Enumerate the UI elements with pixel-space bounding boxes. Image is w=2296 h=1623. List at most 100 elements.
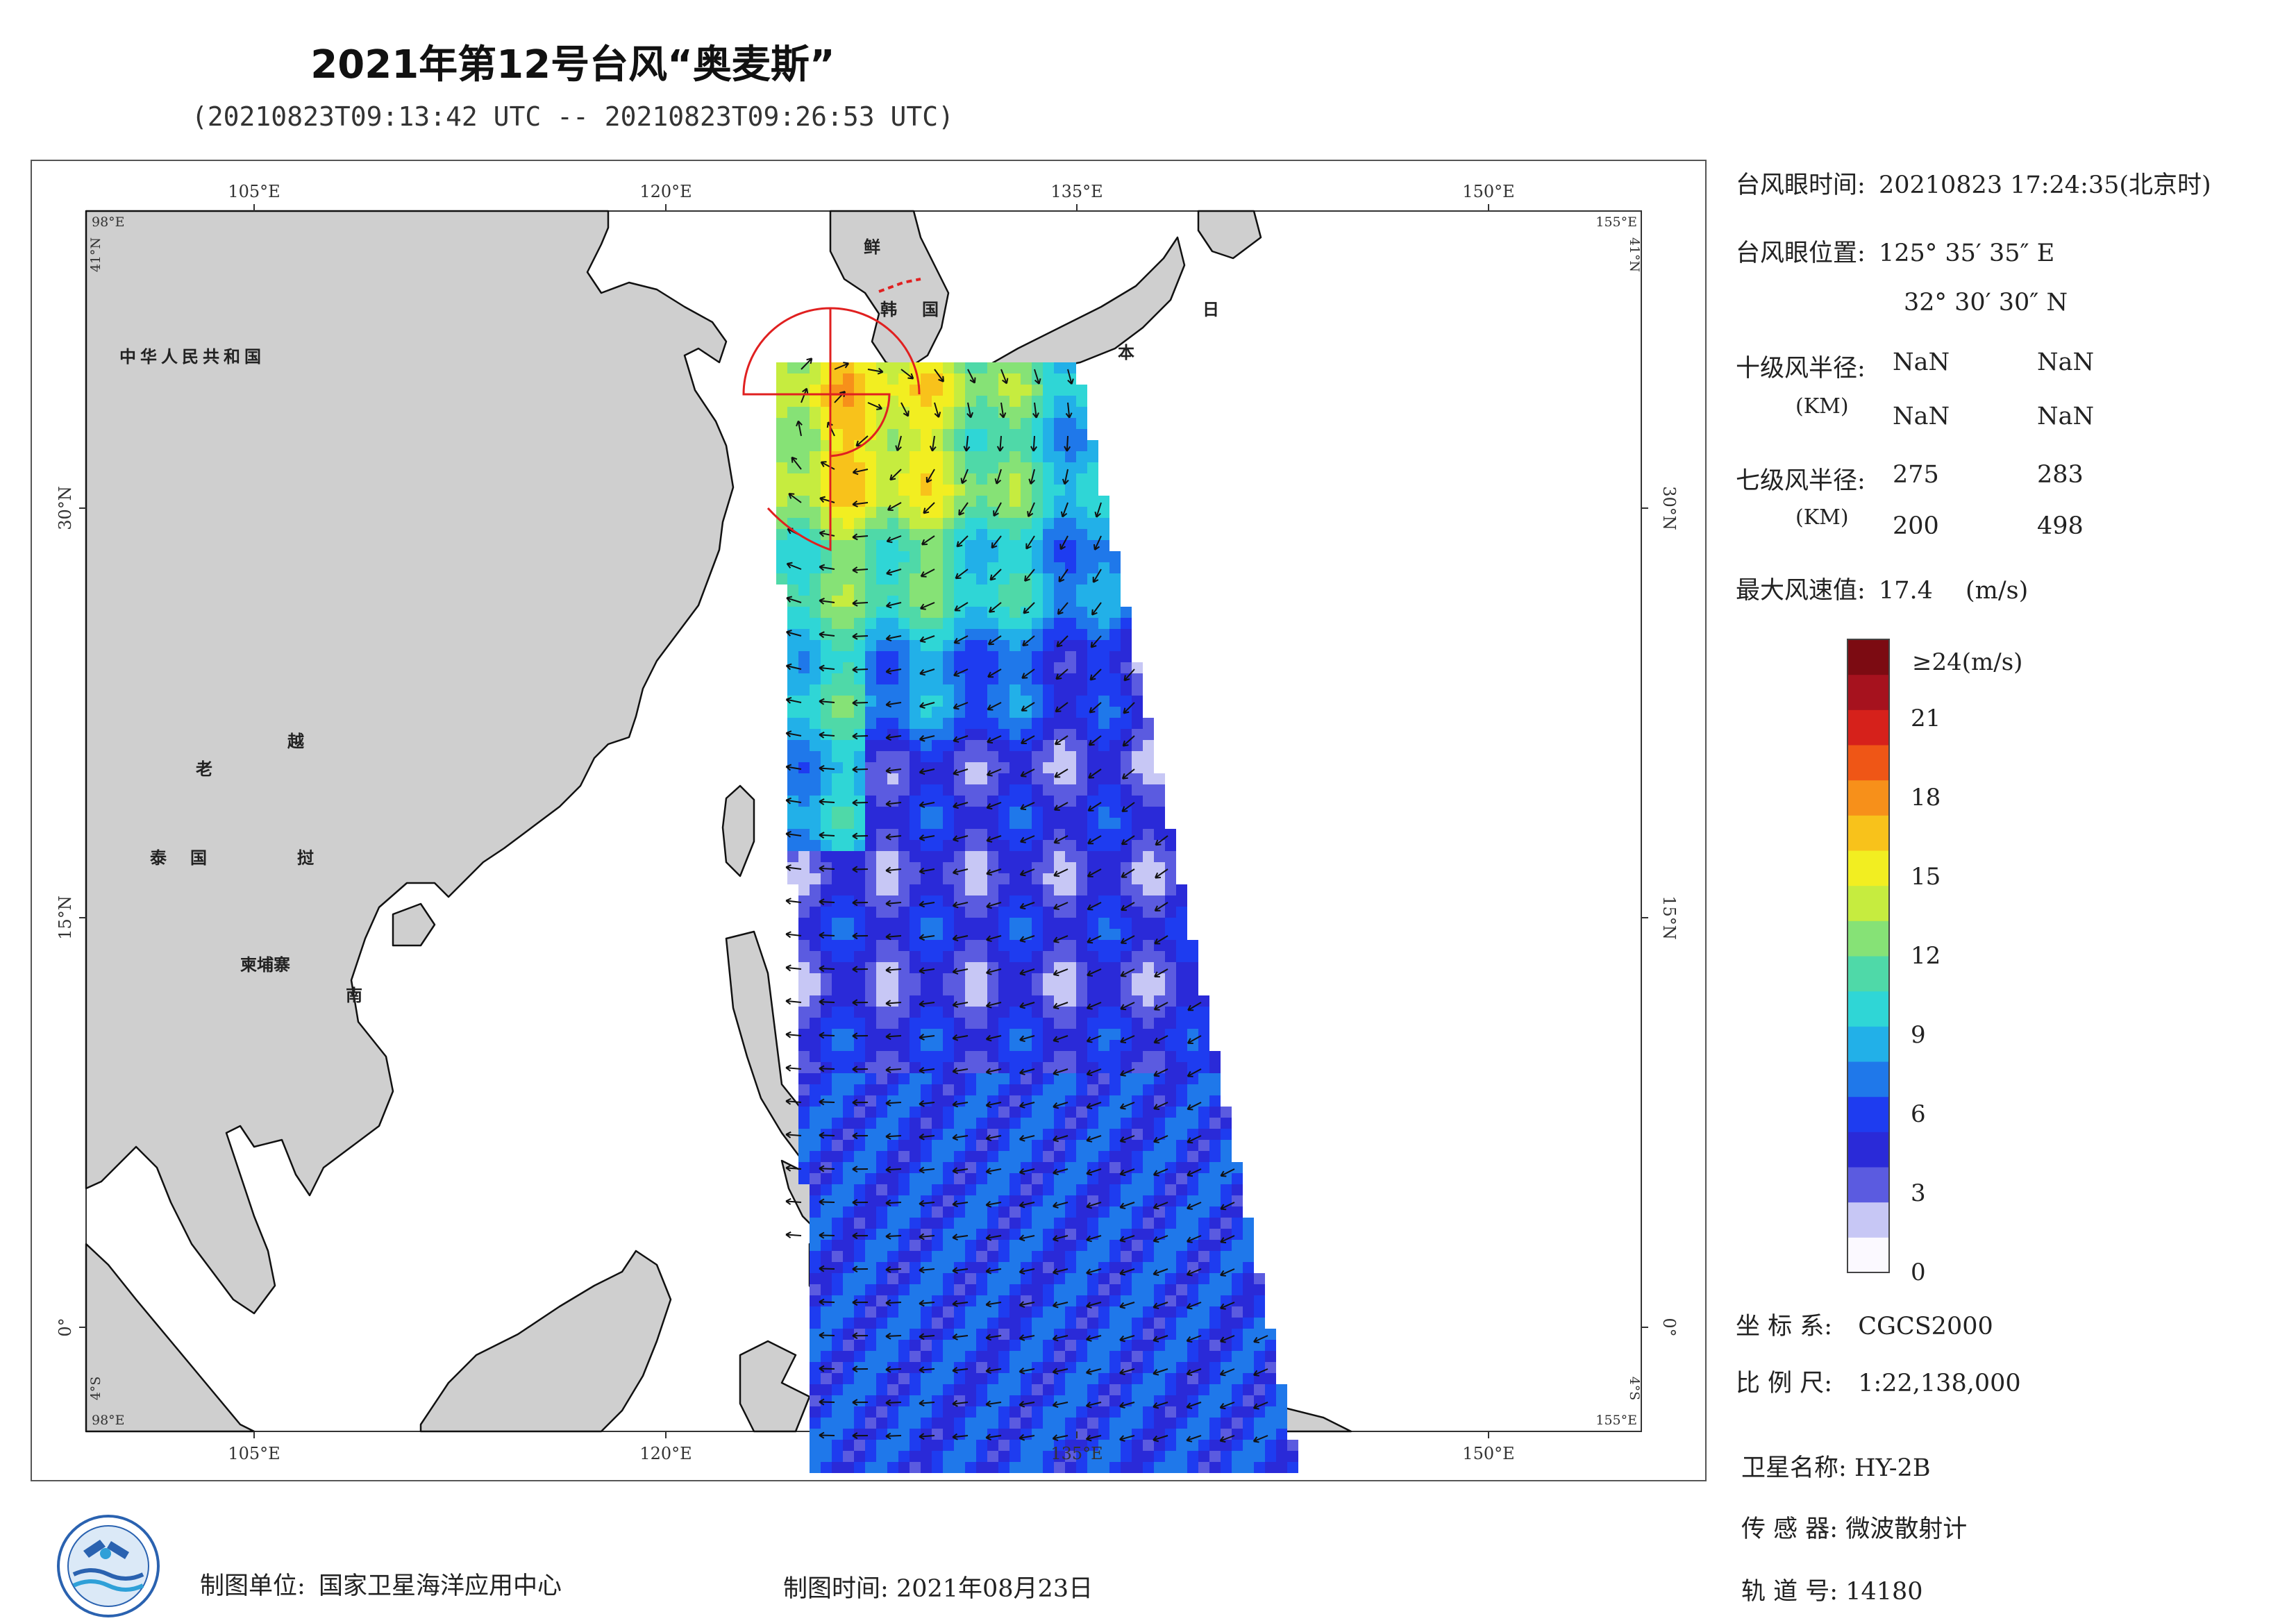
wind-arrow	[852, 866, 869, 873]
swath-cell	[1076, 607, 1087, 618]
swath-cell	[965, 929, 976, 940]
swath-cell	[1054, 1373, 1065, 1384]
swath-cell	[987, 973, 998, 984]
swath-cell	[854, 895, 865, 907]
swath-cell	[910, 784, 921, 796]
wind-arrow	[985, 1400, 1002, 1408]
swath-cell	[965, 1007, 976, 1018]
swath-cell	[1065, 385, 1076, 396]
swath-cell	[1076, 1340, 1087, 1351]
swath-cell	[1043, 1118, 1054, 1129]
swath-cell	[932, 1218, 943, 1229]
swath-cell	[865, 629, 876, 640]
swath-cell	[987, 729, 998, 740]
swath-cell	[1009, 873, 1021, 884]
swath-cell	[921, 1007, 932, 1018]
wind-arrow	[885, 1265, 902, 1273]
swath-cell	[1032, 1462, 1043, 1473]
swath-cell	[898, 518, 910, 529]
swath-cell	[898, 1329, 910, 1340]
swath-cell	[998, 1029, 1009, 1040]
swath-cell	[976, 995, 987, 1007]
swath-cell	[865, 1384, 876, 1395]
swath-cell	[1032, 1262, 1043, 1273]
swath-cell	[798, 807, 810, 818]
swath-cell	[921, 1118, 932, 1129]
swath-cell	[1187, 1273, 1198, 1284]
swath-cell	[1021, 762, 1032, 773]
swath-cell	[843, 1051, 854, 1062]
swath-cell	[832, 884, 843, 895]
swath-cell	[821, 1173, 832, 1184]
swath-cell	[798, 407, 810, 418]
swath-cell	[876, 1062, 887, 1073]
swath-cell	[832, 796, 843, 807]
swath-cell	[932, 1206, 943, 1218]
swath-cell	[1121, 1051, 1132, 1062]
swath-cell	[998, 1162, 1009, 1173]
swath-cell	[832, 1162, 843, 1173]
swath-cell	[798, 751, 810, 762]
swath-cell	[1043, 596, 1054, 607]
swath-cell	[998, 1362, 1009, 1373]
swath-cell	[943, 1151, 954, 1162]
wind-arrow	[852, 599, 869, 607]
swath-cell	[865, 829, 876, 840]
swath-cell	[1243, 1384, 1254, 1395]
swath-cell	[1132, 1229, 1143, 1240]
swath-cell	[943, 1406, 954, 1418]
swath-cell	[910, 1362, 921, 1373]
swath-cell	[865, 396, 876, 407]
wind-arrow	[1019, 1035, 1035, 1043]
swath-cell	[987, 562, 998, 573]
swath-cell	[876, 973, 887, 984]
swath-cell	[954, 1018, 965, 1029]
swath-cell	[1009, 951, 1021, 962]
swath-cell	[976, 1107, 987, 1118]
swath-cell	[1143, 1351, 1154, 1362]
swath-cell	[798, 1151, 810, 1162]
swath-cell	[1043, 1351, 1054, 1362]
wind-arrow	[1019, 1334, 1035, 1341]
wind-arrow	[819, 1298, 835, 1306]
swath-cell	[1132, 718, 1143, 729]
swath-cell	[1254, 1318, 1265, 1329]
swath-cell	[810, 751, 821, 762]
swath-cell	[987, 1018, 998, 1029]
swath-cell	[832, 1295, 843, 1306]
wind-arrow	[1153, 1435, 1168, 1443]
swath-cell	[810, 907, 821, 918]
swath-cell	[843, 618, 854, 629]
swath-cell	[921, 1018, 932, 1029]
swath-cell	[1098, 773, 1109, 784]
swath-cell	[1154, 1095, 1165, 1107]
swath-cell	[1032, 1073, 1043, 1084]
swath-cell	[1109, 962, 1121, 973]
wind-arrow	[1054, 735, 1069, 746]
swath-cell	[1209, 1173, 1221, 1184]
swath-cell	[932, 1195, 943, 1206]
swath-cell	[898, 540, 910, 551]
swath-cell	[1209, 1318, 1221, 1329]
swath-cell	[876, 1284, 887, 1295]
swath-cell	[876, 1429, 887, 1440]
swath-cell	[1121, 640, 1132, 651]
swath-cell	[1154, 1318, 1165, 1329]
swath-cell	[887, 551, 898, 562]
swath-cell	[1065, 562, 1076, 573]
swath-cell	[1076, 1218, 1087, 1229]
swath-cell	[921, 1107, 932, 1118]
swath-cell	[954, 1340, 965, 1351]
colorbar-segment	[1847, 709, 1889, 746]
swath-cell	[1176, 1429, 1187, 1440]
swath-cell	[976, 1151, 987, 1162]
wind-arrow	[895, 435, 902, 452]
swath-cell	[798, 1095, 810, 1107]
swath-cell	[1232, 1384, 1243, 1395]
swath-cell	[876, 496, 887, 507]
swath-cell	[998, 396, 1009, 407]
swath-cell	[798, 485, 810, 496]
swath-cell	[1109, 829, 1121, 840]
swath-cell	[1187, 1351, 1198, 1362]
wind-arrow	[1053, 1168, 1069, 1176]
